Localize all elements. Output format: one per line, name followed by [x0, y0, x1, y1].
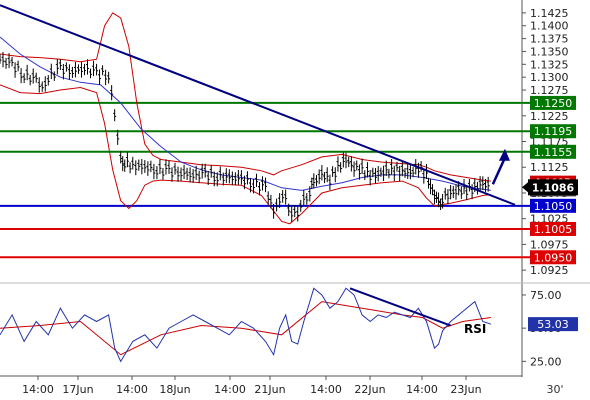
price-tick-label: 1.1300 [530, 71, 569, 84]
time-tick-label: 14:00 [310, 383, 342, 396]
current-price-pointer [522, 182, 528, 193]
price-trendline [0, 4, 516, 206]
price-tick-label: 1.1400 [530, 20, 569, 33]
resistance-level-badge [530, 124, 576, 139]
support-level-badge [530, 221, 576, 236]
support-level-label: 1.1005 [534, 223, 573, 236]
price-tick-label: 1.0925 [530, 264, 569, 277]
time-tick-label: 18Jun [159, 383, 190, 396]
time-tick-label: 14:00 [22, 383, 54, 396]
rsi-trendline [349, 287, 451, 327]
time-tick-label: 17Jun [62, 383, 93, 396]
price-tick-label: 1.1425 [530, 7, 569, 20]
resistance-level-label: 1.1195 [534, 125, 573, 138]
rsi-line [0, 287, 492, 363]
rsi-tick-label: 25.00 [530, 355, 562, 368]
rsi-current-label: 53.03 [537, 318, 569, 331]
forecast-arrow-head [498, 148, 510, 161]
price-tick-label: 1.1375 [530, 33, 569, 46]
bollinger-lower-line [0, 84, 491, 225]
pivot-level-badge [530, 198, 576, 213]
pivot-level-label: 1.1050 [534, 200, 573, 213]
price-tick-label: 1.1275 [530, 84, 569, 97]
timeframe-label: 30' [546, 383, 563, 396]
rsi-signal-line [0, 301, 491, 356]
resistance-level-label: 1.1155 [534, 146, 573, 159]
price-bars [0, 51, 490, 222]
price-tick-label: 1.1350 [530, 45, 569, 58]
time-tick-label: 23Jun [450, 383, 481, 396]
bollinger-upper-line [0, 12, 491, 182]
forecast-arrow-shaft [491, 157, 507, 185]
resistance-level-badge [530, 95, 576, 110]
time-tick-label: 14:00 [406, 383, 438, 396]
rsi-series-label: RSI [464, 322, 486, 336]
time-tick-label: 14:00 [116, 383, 148, 396]
price-tick-label: 1.1325 [530, 58, 569, 71]
time-axis: 14:00 17Jun 14:00 18Jun 14:00 21Jun 14:00 22Jun… [0, 375, 522, 396]
price-tick-label: 1.1225 [530, 110, 569, 123]
support-level-label: 1.0950 [534, 251, 573, 264]
support-level-badge [530, 250, 576, 265]
time-tick-label: 14:00 [214, 383, 246, 396]
rsi-tick-label: 75.00 [530, 289, 562, 302]
price-panel: 1.14251.14001.13751.13501.13251.13001.12… [0, 0, 590, 377]
price-tick-label: 1.0975 [530, 238, 569, 251]
time-tick-label: 22Jun [354, 383, 385, 396]
resistance-level-badge [530, 144, 576, 159]
time-tick-label: 21Jun [254, 383, 285, 396]
current-price-label: 1.1086 [532, 181, 575, 194]
current-price-badge [528, 179, 578, 196]
price-tick-label: 1.1125 [530, 161, 569, 174]
resistance-level-label: 1.1250 [534, 97, 573, 110]
rsi-current-badge [528, 317, 578, 332]
